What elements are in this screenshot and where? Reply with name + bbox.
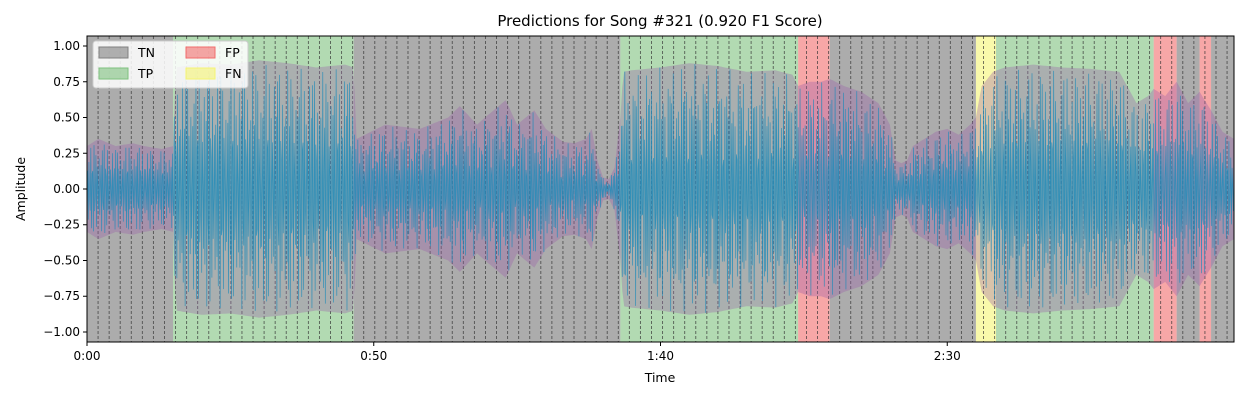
legend-label-fn: FN bbox=[225, 66, 242, 81]
y-ticks: 1.00 0.75 0.50 0.25 0.00 −0.25 −0.50 −0.75 −1.00 bbox=[43, 39, 87, 339]
legend-label-tp: TP bbox=[137, 66, 154, 81]
x-tick-label-1: 0:50 bbox=[360, 349, 387, 363]
y-tick-label-8: −1.00 bbox=[43, 325, 80, 339]
x-axis-label: Time bbox=[644, 370, 676, 385]
x-tick-label-0: 0:00 bbox=[74, 349, 101, 363]
y-tick-label-1: 0.75 bbox=[53, 75, 80, 89]
y-axis-label: Amplitude bbox=[13, 157, 28, 221]
y-tick-label-0: 1.00 bbox=[53, 39, 80, 53]
chart-title: Predictions for Song #321 (0.920 F1 Scor… bbox=[497, 12, 822, 30]
legend-swatch-fn bbox=[185, 67, 216, 80]
waveform-layer bbox=[86, 60, 1235, 318]
y-tick-label-5: −0.25 bbox=[43, 218, 80, 232]
y-tick-label-6: −0.50 bbox=[43, 253, 80, 267]
legend-swatch-tn bbox=[98, 46, 129, 59]
legend-swatch-fp bbox=[185, 46, 216, 59]
x-tick-label-2: 1:40 bbox=[647, 349, 674, 363]
y-tick-label-7: −0.75 bbox=[43, 289, 80, 303]
waveform-line bbox=[86, 64, 1235, 313]
y-tick-label-4: 0.00 bbox=[53, 182, 80, 196]
legend-label-tn: TN bbox=[137, 45, 155, 60]
legend: TN TP FP FN bbox=[92, 40, 249, 89]
x-tick-label-3: 2:30 bbox=[934, 349, 961, 363]
legend-swatch-tp bbox=[98, 67, 129, 80]
legend-label-fp: FP bbox=[225, 45, 240, 60]
y-tick-label-3: 0.25 bbox=[53, 146, 80, 160]
x-ticks: 0:00 0:50 1:40 2:30 bbox=[74, 342, 961, 363]
y-tick-label-2: 0.50 bbox=[53, 111, 80, 125]
